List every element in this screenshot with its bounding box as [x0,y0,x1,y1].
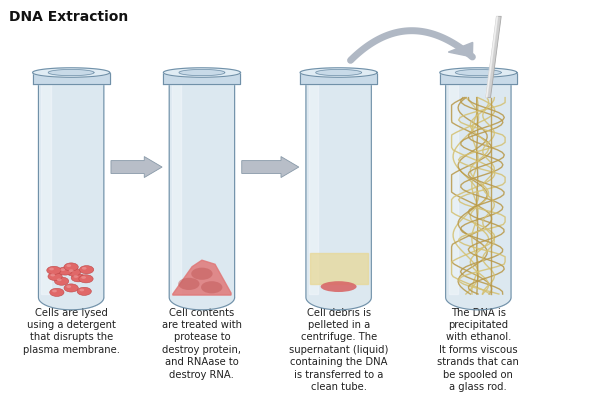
Polygon shape [203,77,235,310]
Polygon shape [163,73,241,84]
Ellipse shape [320,281,356,292]
Polygon shape [179,70,225,76]
Circle shape [64,263,78,271]
Circle shape [79,275,93,283]
Polygon shape [340,77,371,310]
Circle shape [52,290,57,293]
Circle shape [74,275,78,278]
Polygon shape [486,16,497,98]
Circle shape [67,285,71,288]
Polygon shape [440,68,517,77]
Circle shape [48,272,62,281]
Circle shape [201,281,223,293]
Circle shape [67,268,80,276]
Polygon shape [73,77,104,310]
Polygon shape [480,77,511,310]
Text: The DNA is
precipitated
with ethanol.
It forms viscous
strands that can
be spool: The DNA is precipitated with ethanol. It… [437,308,519,392]
Polygon shape [306,77,371,310]
Circle shape [79,289,84,291]
Polygon shape [163,68,241,77]
Circle shape [82,267,86,270]
Polygon shape [172,77,181,294]
Polygon shape [446,77,511,310]
Polygon shape [32,73,110,84]
Polygon shape [440,73,517,84]
Circle shape [64,284,78,292]
Circle shape [178,278,200,290]
Text: Cells are lysed
using a detergent
that disrupts the
plasma membrane.: Cells are lysed using a detergent that d… [23,308,119,355]
Text: DNA Extraction: DNA Extraction [9,10,128,23]
Polygon shape [486,16,501,98]
Circle shape [77,287,91,295]
Circle shape [69,269,74,272]
Circle shape [50,274,55,277]
Circle shape [71,274,85,282]
Circle shape [61,268,65,271]
Polygon shape [455,70,501,76]
Polygon shape [173,260,231,295]
Polygon shape [448,43,473,57]
Polygon shape [32,68,110,77]
Polygon shape [300,73,377,84]
Circle shape [67,264,71,267]
Text: Cell contents
are treated with
protease to
destroy protein,
and RNAase to
destro: Cell contents are treated with protease … [162,308,242,380]
Polygon shape [242,156,299,178]
Circle shape [79,265,94,274]
Polygon shape [38,77,104,310]
Circle shape [49,267,54,270]
Circle shape [50,288,64,297]
Polygon shape [111,156,162,178]
Polygon shape [169,77,235,310]
Polygon shape [316,70,362,76]
Polygon shape [48,70,94,76]
Circle shape [58,267,73,275]
Polygon shape [309,77,318,294]
Polygon shape [449,77,458,294]
Polygon shape [310,254,368,284]
Circle shape [57,279,62,281]
Text: Cell debris is
pelleted in a
centrifuge. The
supernatant (liquid)
containing the: Cell debris is pelleted in a centrifuge.… [289,308,388,392]
Polygon shape [41,77,50,294]
Circle shape [191,267,212,280]
Polygon shape [300,68,377,77]
Circle shape [81,276,86,279]
Circle shape [47,266,61,274]
Circle shape [55,277,69,285]
